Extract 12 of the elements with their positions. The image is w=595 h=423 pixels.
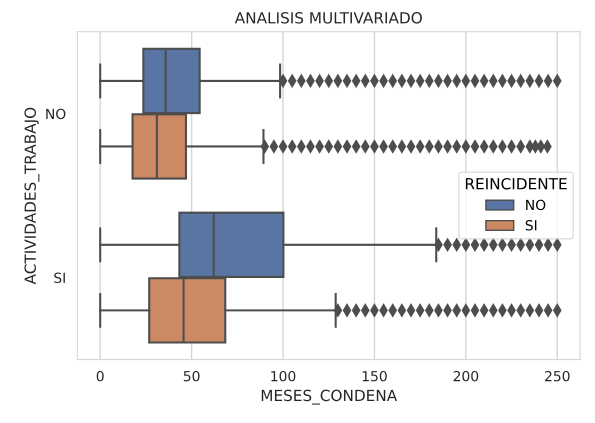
legend-label: SI [526,220,536,231]
y-axis-title: ACTIVIDADES_TRABAJO [24,108,40,284]
x-axis-title: MESES_CONDENA [262,390,398,405]
x-tick-label: 0 [96,370,104,382]
x-tick-label: 150 [362,370,387,382]
chart-title: ANALISIS MULTIVARIADO [234,12,422,24]
legend-label: NO [526,200,546,210]
legend-title: REINCIDENTE [466,178,567,190]
x-tick-label: 50 [184,370,200,382]
x-tick-label: 200 [454,370,478,382]
x-tick-label: 250 [545,370,570,382]
x-tick-label: 100 [271,370,296,382]
